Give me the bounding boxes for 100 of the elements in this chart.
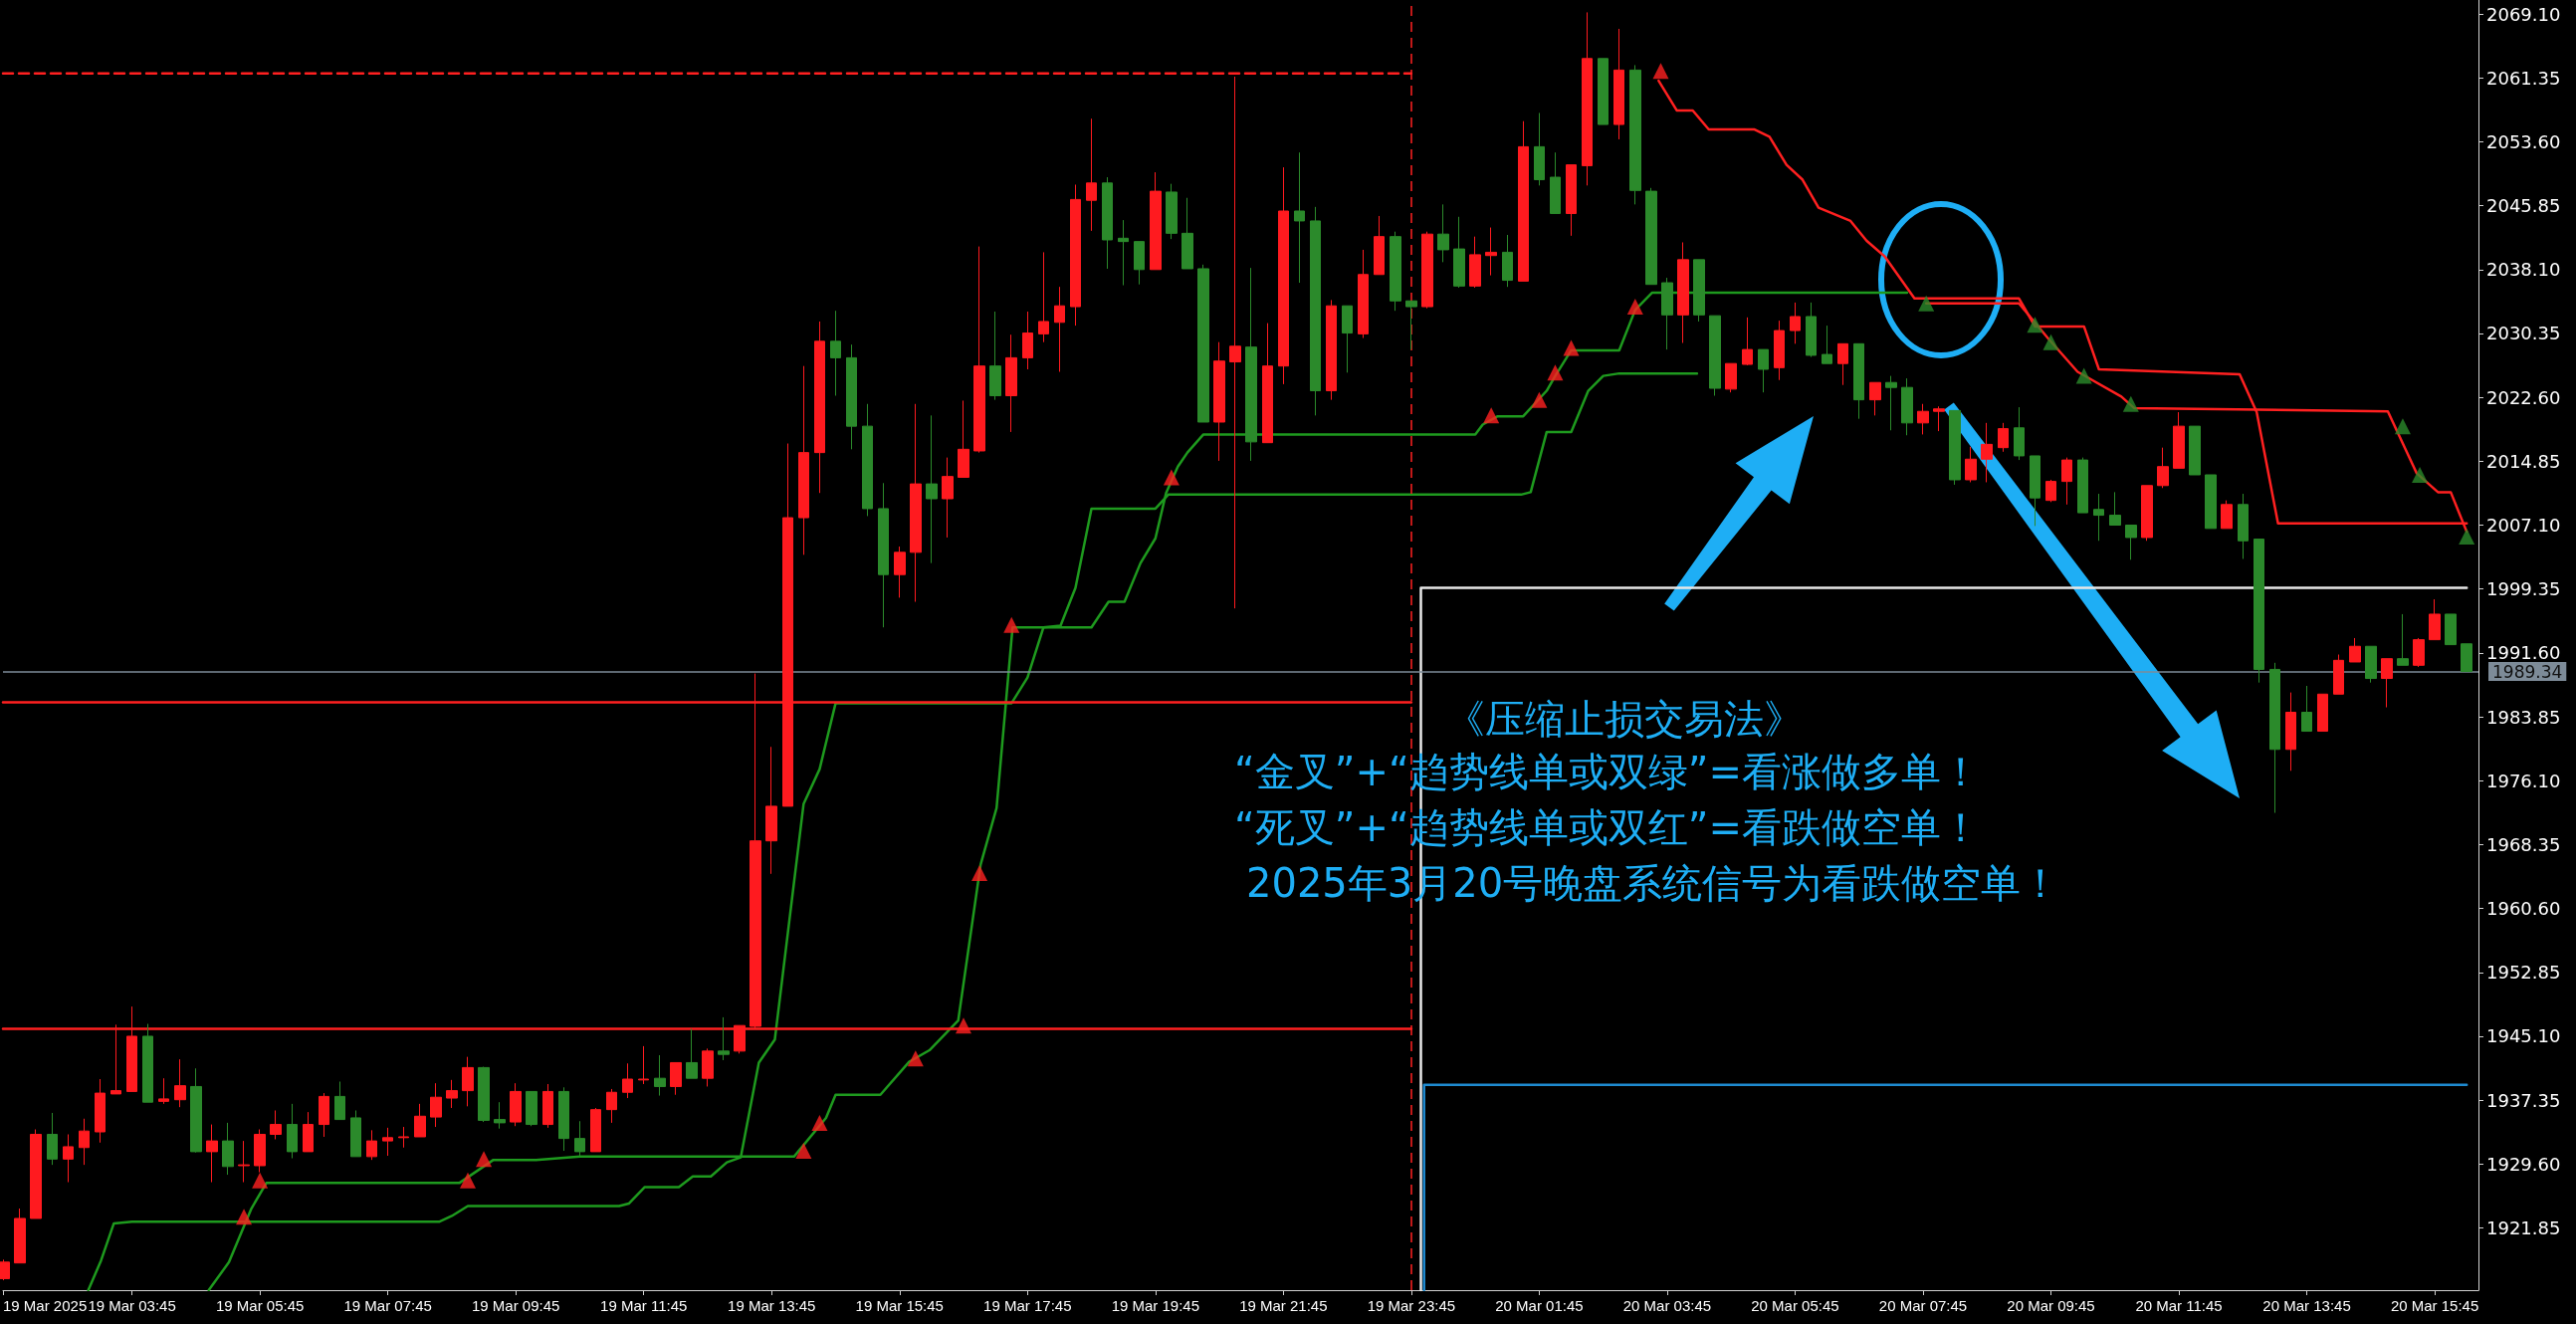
- candlestick: [1502, 234, 1513, 288]
- x-tick-label: 20 Mar 15:45: [2390, 1297, 2479, 1314]
- candlestick: [2093, 493, 2104, 542]
- candlestick: [1229, 76, 1241, 609]
- candlestick: [462, 1056, 474, 1107]
- point: [971, 864, 988, 881]
- x-tick-label: 20 Mar 05:45: [1751, 1297, 1839, 1314]
- candlestick: [2429, 598, 2441, 641]
- point: [1531, 391, 1548, 408]
- x-tick-label: 19 Mar 03:45: [88, 1297, 176, 1314]
- candlestick: [894, 546, 906, 598]
- candlestick: [2014, 406, 2025, 461]
- y-tick-label: 1999.35: [2486, 578, 2561, 600]
- candlestick: [1806, 302, 1817, 358]
- candlestick: [2157, 447, 2169, 489]
- candlestick: [1661, 277, 1673, 350]
- candlestick: [30, 1129, 42, 1219]
- candlestick: [814, 321, 825, 494]
- candlestick: [1086, 117, 1097, 232]
- candlestick: [942, 457, 954, 539]
- candlestick: [2173, 411, 2185, 469]
- candlestick: [1645, 187, 1657, 286]
- candlestick: [1613, 28, 1624, 140]
- candlestick: [1181, 197, 1193, 270]
- y-tick-label: 1991.60: [2486, 642, 2561, 664]
- candlestick: [1326, 299, 1337, 401]
- candlestick: [798, 365, 809, 555]
- candlestick: [1598, 58, 1609, 125]
- candlestick: [574, 1120, 585, 1157]
- point: [236, 1209, 253, 1225]
- candlestick: [2365, 645, 2377, 684]
- candlestick: [478, 1066, 490, 1123]
- candlestick: [622, 1062, 633, 1099]
- y-tick-label: 1921.85: [2486, 1216, 2561, 1238]
- candlestick: [1390, 231, 1401, 312]
- x-tick-label: 19 Mar 11:45: [600, 1297, 688, 1314]
- candlestick: [174, 1058, 186, 1108]
- candlestick: [222, 1122, 234, 1176]
- candlestick: [1022, 311, 1033, 370]
- candlestick: [989, 311, 1001, 401]
- candlestick: [1518, 120, 1529, 282]
- candlestick: [2349, 637, 2361, 663]
- candlestick: [606, 1088, 617, 1124]
- y-tick-label: 1968.35: [2486, 833, 2561, 855]
- candlestick: [2461, 643, 2472, 673]
- candlestick: [686, 1027, 698, 1079]
- point: [2459, 529, 2475, 546]
- candlestick: [2254, 539, 2264, 684]
- candlestick: [1294, 151, 1305, 284]
- y-tick-label: 2053.60: [2486, 130, 2561, 152]
- y-tick-label: 2045.85: [2486, 195, 2561, 217]
- candlestick: [1965, 446, 1977, 483]
- candlestick: [319, 1092, 329, 1138]
- candlestick: [1102, 176, 1113, 270]
- y-tick-label: 1976.10: [2486, 770, 2561, 791]
- y-tick-label: 1952.85: [2486, 962, 2561, 984]
- x-tick-label: 19 Mar 09:45: [471, 1297, 560, 1314]
- candlestick: [1550, 151, 1561, 214]
- candlestick: [303, 1111, 314, 1153]
- candlestick: [47, 1112, 58, 1166]
- candlestick: [1070, 184, 1081, 327]
- candlestick: [1998, 422, 2009, 453]
- candlestick: [1278, 166, 1289, 385]
- candlestick: [350, 1109, 361, 1158]
- candlestick: [1981, 422, 1993, 483]
- candlestick: [526, 1090, 537, 1127]
- y-tick-label: 2069.10: [2486, 3, 2561, 25]
- candlestick: [1310, 206, 1321, 416]
- candlestick: [1742, 317, 1753, 366]
- candlestick: [270, 1109, 282, 1140]
- candlestick: [1933, 405, 1945, 432]
- candlestick: [206, 1124, 218, 1184]
- x-tick-label: 19 Mar 15:45: [855, 1297, 944, 1314]
- point: [1003, 616, 1020, 633]
- point: [1163, 469, 1180, 486]
- point: [1918, 295, 1935, 312]
- candlestick: [1566, 164, 1577, 237]
- y-tick-label: 2030.35: [2486, 323, 2561, 344]
- candlestick: [2317, 693, 2328, 733]
- candlestick: [2030, 455, 2040, 527]
- candlestick: [1054, 286, 1065, 372]
- x-tick-label: 20 Mar 11:45: [2135, 1297, 2223, 1314]
- point: [1483, 407, 1500, 424]
- candlestick: [1437, 203, 1449, 263]
- candlestick: [558, 1086, 569, 1152]
- y-tick-label: 1929.60: [2486, 1153, 2561, 1175]
- candlestick: [846, 343, 857, 450]
- candlestick: [1405, 300, 1417, 350]
- candlestick: [2445, 613, 2457, 646]
- candlestick: [2205, 474, 2217, 530]
- x-tick-label: 20 Mar 01:45: [1495, 1297, 1584, 1314]
- candlestick: [2238, 493, 2249, 559]
- candlestick: [1134, 241, 1145, 286]
- y-tick-label: 2038.10: [2486, 259, 2561, 281]
- candlestick: [2109, 491, 2121, 527]
- point: [907, 1050, 924, 1067]
- point: [2394, 418, 2411, 435]
- candlestick: [1582, 11, 1593, 186]
- candlestick: [1885, 375, 1897, 431]
- y-tick-label: 1937.35: [2486, 1089, 2561, 1111]
